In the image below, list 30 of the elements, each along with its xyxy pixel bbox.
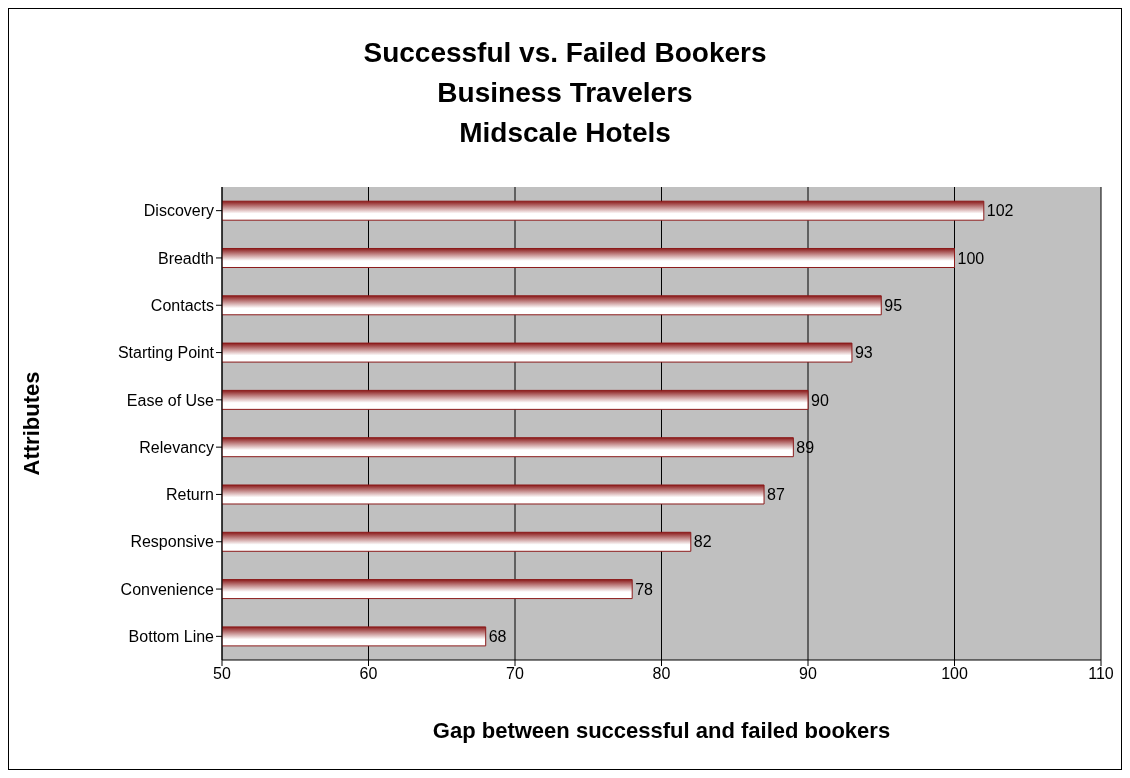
- y-tick-label: Return: [165, 486, 214, 504]
- y-tick-label: Discovery: [143, 202, 214, 220]
- y-tick-label: Starting Point: [117, 344, 215, 362]
- x-tick-label: 50: [213, 665, 231, 683]
- y-tick-label: Bottom Line: [128, 628, 215, 646]
- data-label: 93: [854, 344, 873, 362]
- x-tick-label: 90: [799, 665, 817, 683]
- data-label: 78: [635, 580, 654, 598]
- data-label: 89: [796, 438, 815, 456]
- y-axis-title: Attributes: [18, 371, 44, 476]
- data-label: 95: [884, 296, 903, 314]
- x-tick-label: 70: [506, 665, 524, 683]
- chart-title: Successful vs. Failed Bookers Business Travelers Midscale Hotels: [362, 36, 768, 150]
- y-tick-label: Ease of Use: [126, 391, 215, 409]
- x-tick-label: 100: [941, 665, 968, 683]
- data-label: 82: [693, 533, 712, 551]
- y-tick-label: Convenience: [120, 580, 215, 598]
- data-label: 68: [488, 628, 507, 646]
- y-tick-label: Relevancy: [139, 438, 214, 456]
- y-tick-label: Breadth: [157, 249, 214, 267]
- x-tick-label: 110: [1088, 665, 1114, 683]
- y-tick-label: Contacts: [150, 296, 214, 314]
- x-axis-title: Gap between successful and failed bookers: [432, 718, 891, 743]
- data-label: 90: [811, 391, 829, 409]
- data-label: 100: [957, 249, 985, 267]
- x-tick-label: 60: [359, 665, 378, 683]
- data-label: 102: [986, 202, 1014, 220]
- y-tick-label: Responsive: [130, 533, 215, 551]
- data-label: 87: [767, 486, 785, 504]
- x-tick-label: 80: [652, 665, 671, 683]
